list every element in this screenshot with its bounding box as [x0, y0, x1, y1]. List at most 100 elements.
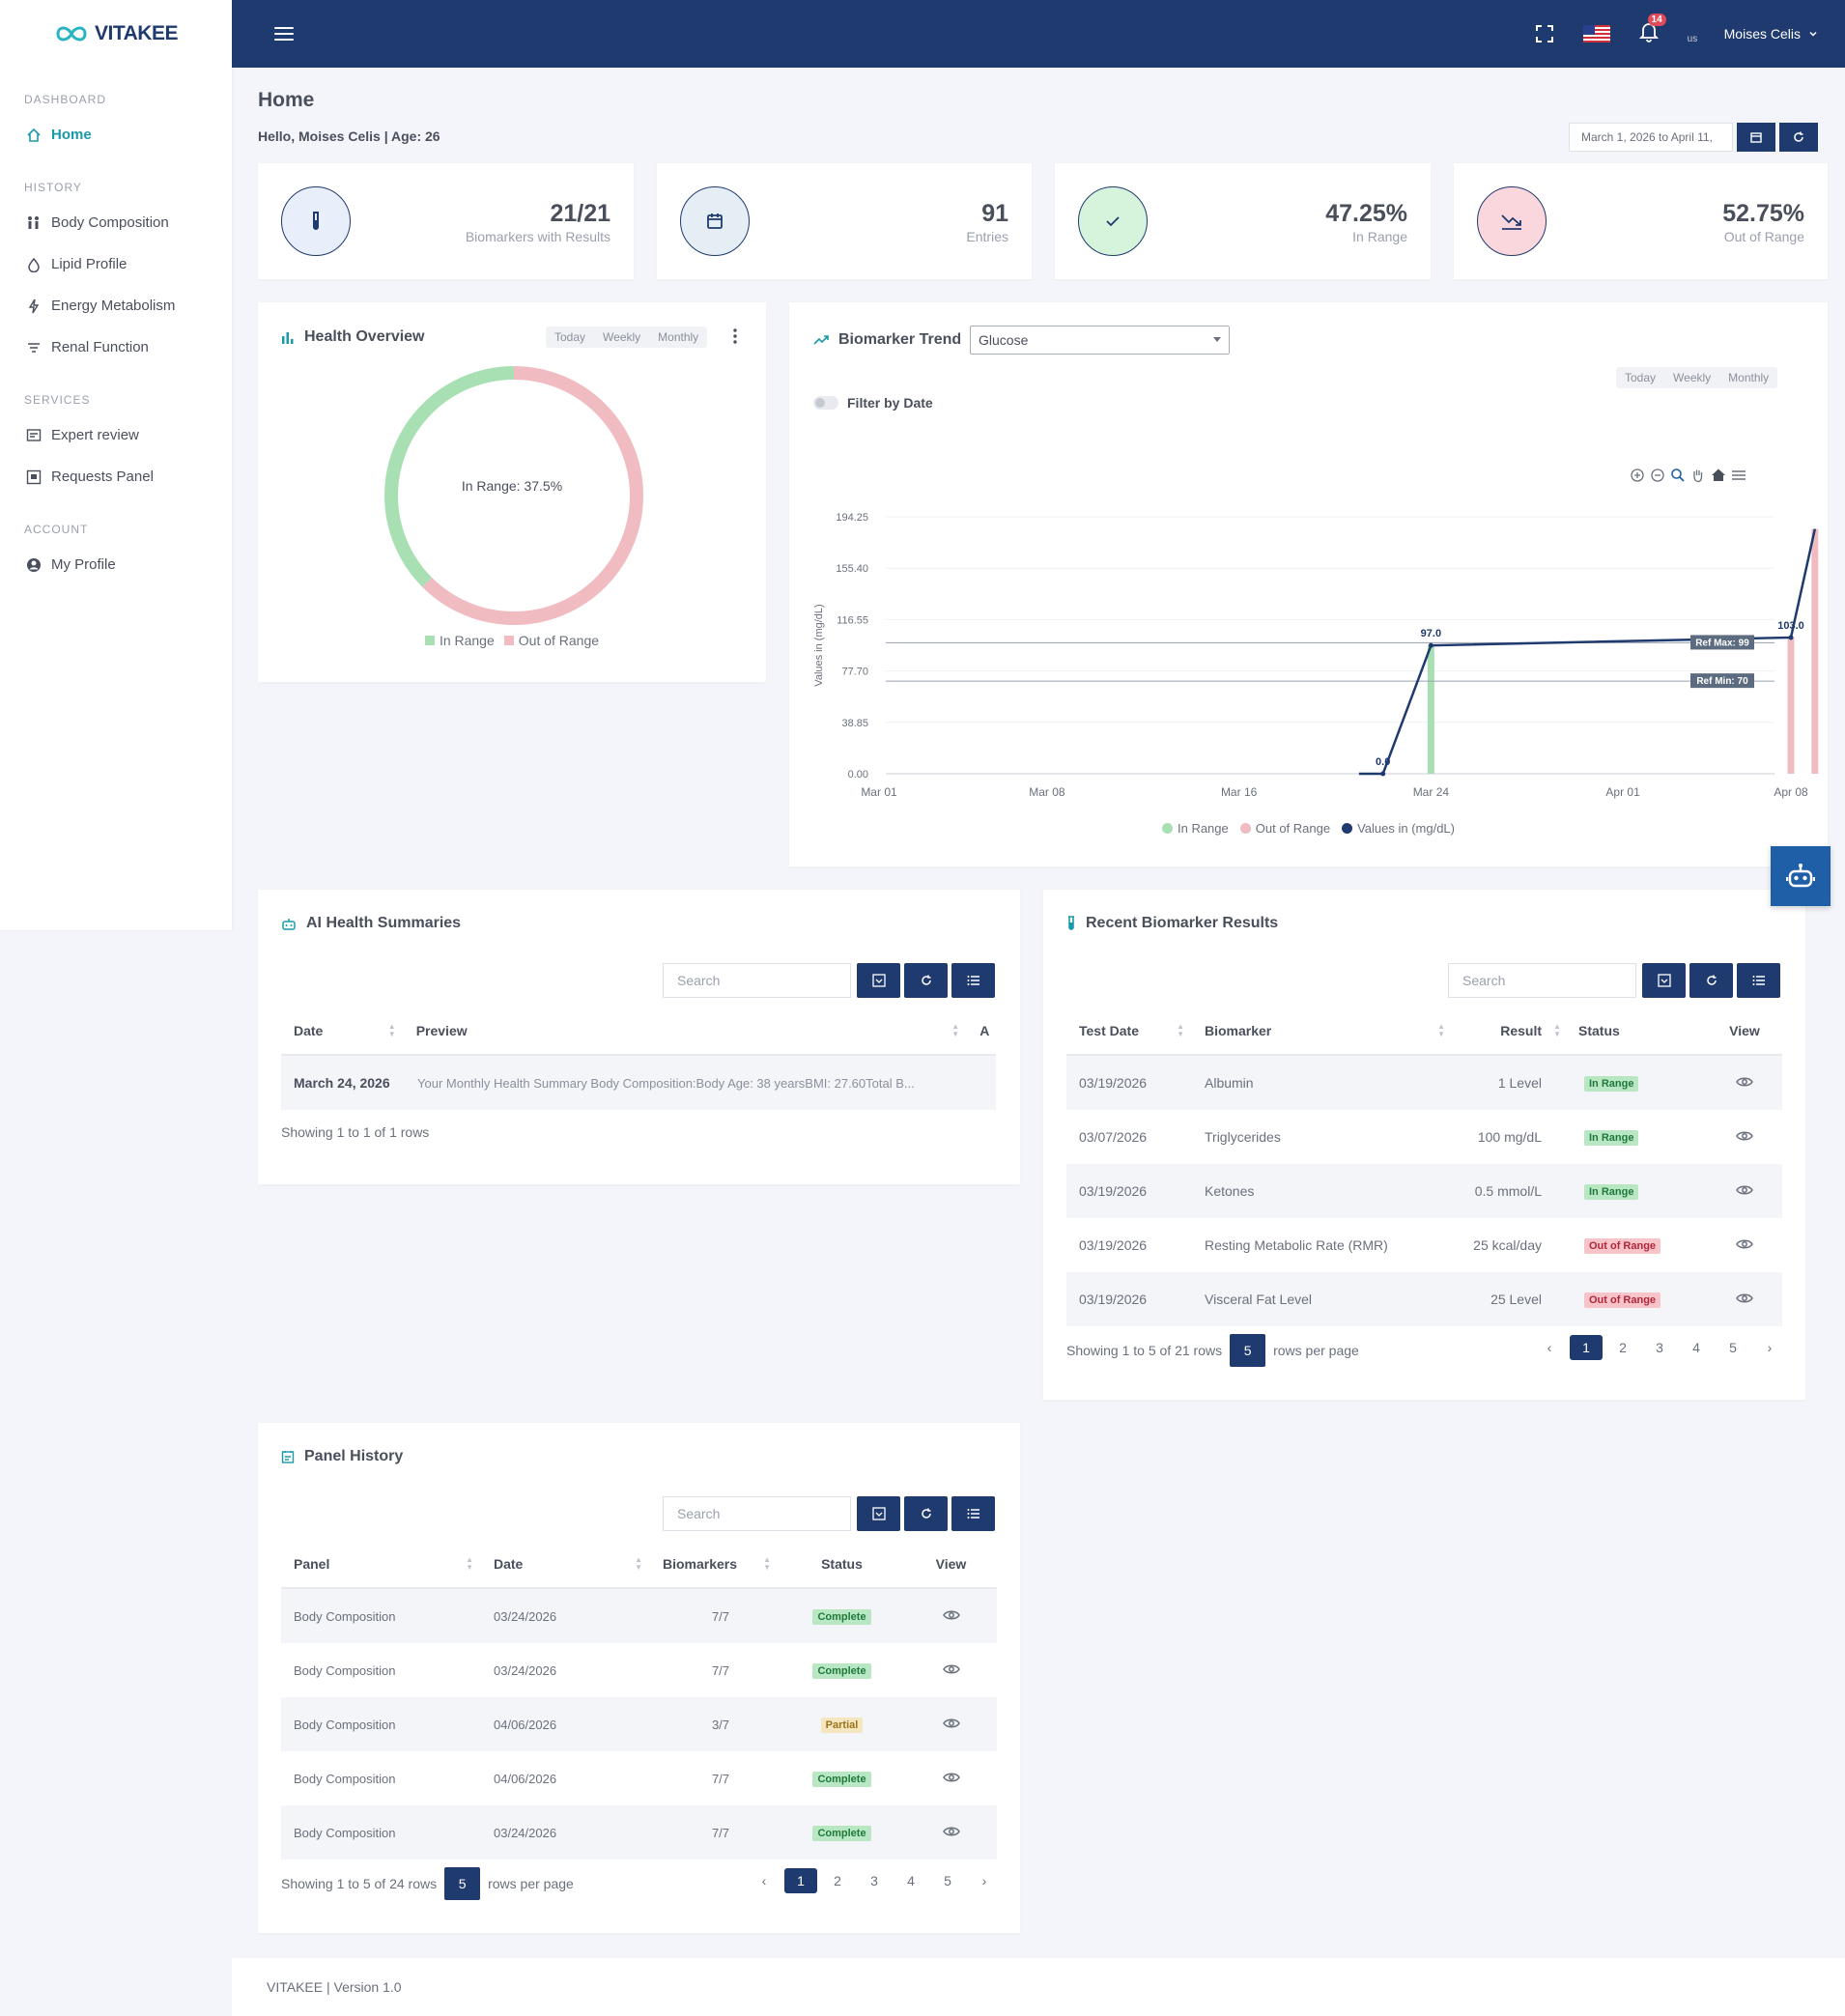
card-header: Biomarker Trend	[813, 331, 961, 349]
period-weekly[interactable]: Weekly	[603, 330, 641, 344]
sidebar-item-energy-metabolism[interactable]: Energy Metabolism	[0, 285, 232, 327]
column-header-biomarker[interactable]: Biomarker ▲ ▼	[1205, 1023, 1445, 1038]
export-button[interactable]	[857, 963, 900, 998]
column-header-date[interactable]: Date ▲ ▼	[294, 1023, 396, 1038]
search-input[interactable]: Search	[1448, 963, 1636, 998]
donut-slice-in-range[interactable]	[384, 366, 643, 625]
table-row[interactable]: 03/19/2026 Albumin 1 Level In Range	[1066, 1056, 1782, 1110]
page-prev[interactable]: ‹	[761, 1873, 767, 1888]
column-header-actions[interactable]: A	[979, 1023, 990, 1038]
table-row[interactable]: Body Composition 04/06/2026 3/7 Partial	[281, 1697, 997, 1751]
table-row[interactable]: Body Composition 03/24/2026 7/7 Complete	[281, 1805, 997, 1860]
column-header-biomarkers[interactable]: Biomarkers ▲ ▼	[663, 1556, 771, 1572]
column-header-date[interactable]: Date ▲ ▼	[494, 1556, 642, 1572]
more-options-icon[interactable]	[732, 327, 738, 345]
us-flag-icon[interactable]	[1582, 25, 1610, 43]
menu-toggle-icon[interactable]	[274, 27, 294, 41]
eye-icon[interactable]	[942, 1825, 960, 1840]
search-input[interactable]: Search	[663, 1496, 851, 1531]
column-header-status[interactable]: Status	[821, 1556, 863, 1572]
zoom-select-icon[interactable]	[1670, 468, 1686, 483]
date-range-input[interactable]: March 1, 2026 to April 11,	[1569, 123, 1733, 152]
page-3[interactable]: 3	[870, 1873, 878, 1888]
calendar-button[interactable]	[1737, 123, 1775, 152]
table-row[interactable]: Body Composition 03/24/2026 7/7 Complete	[281, 1589, 997, 1643]
period-monthly[interactable]: Monthly	[658, 330, 699, 344]
toggle-switch[interactable]	[813, 396, 838, 410]
period-today[interactable]: Today	[1625, 371, 1657, 384]
columns-button[interactable]	[951, 1496, 995, 1531]
eye-icon[interactable]	[942, 1662, 960, 1678]
column-header-status[interactable]: Status	[1578, 1023, 1620, 1038]
pan-hand-icon[interactable]	[1690, 468, 1706, 483]
column-header-view[interactable]: View	[1729, 1023, 1760, 1038]
page-1[interactable]: 1	[784, 1868, 817, 1893]
page-5[interactable]: 5	[1729, 1340, 1737, 1355]
eye-icon[interactable]	[1736, 1292, 1753, 1307]
export-button[interactable]	[857, 1496, 900, 1531]
sidebar-item-my-profile[interactable]: My Profile	[0, 544, 232, 585]
period-monthly[interactable]: Monthly	[1728, 371, 1770, 384]
sidebar-item-body-composition[interactable]: Body Composition	[0, 202, 232, 243]
search-input[interactable]: Search	[663, 963, 851, 998]
table-row[interactable]: 03/07/2026 Triglycerides 100 mg/dL In Range	[1066, 1110, 1782, 1164]
ai-assistant-button[interactable]	[1771, 846, 1831, 906]
legend-item-values: Values in (mg/dL)	[1342, 821, 1455, 836]
table-row[interactable]: 03/19/2026 Ketones 0.5 mmol/L In Range	[1066, 1164, 1782, 1218]
sidebar-item-lipid-profile[interactable]: Lipid Profile	[0, 243, 232, 285]
sidebar-item-expert-review[interactable]: Expert review	[0, 414, 232, 456]
table-row[interactable]: 03/19/2026 Visceral Fat Level 25 Level Out …	[1066, 1272, 1782, 1326]
page-size-button[interactable]: 5	[1230, 1334, 1266, 1367]
period-weekly[interactable]: Weekly	[1673, 371, 1712, 384]
export-button[interactable]	[1642, 963, 1686, 998]
columns-button[interactable]	[951, 963, 995, 998]
column-header-panel[interactable]: Panel ▲ ▼	[294, 1556, 473, 1572]
sidebar-item-renal-function[interactable]: Renal Function	[0, 327, 232, 368]
sidebar-item-requests-panel[interactable]: Requests Panel	[0, 456, 232, 497]
filter-by-date-toggle[interactable]: Filter by Date	[813, 395, 933, 411]
user-menu[interactable]: us Moises Celis	[1688, 23, 1818, 44]
view-cell	[905, 1717, 997, 1732]
logo[interactable]: VITAKEE	[0, 0, 232, 68]
biomarker-select[interactable]: Glucose	[970, 326, 1230, 355]
refresh-button[interactable]	[904, 1496, 948, 1531]
eye-icon[interactable]	[942, 1608, 960, 1624]
page-size-button[interactable]: 5	[444, 1867, 481, 1900]
column-header-view[interactable]: View	[935, 1556, 967, 1572]
column-header-result[interactable]: Result ▲ ▼	[1500, 1023, 1561, 1038]
eye-icon[interactable]	[1736, 1237, 1753, 1253]
eye-icon[interactable]	[1736, 1183, 1753, 1199]
table-row[interactable]: March 24, 2026 Your Monthly Health Summa…	[281, 1056, 996, 1110]
chart-menu-icon[interactable]	[1731, 468, 1746, 483]
columns-button[interactable]	[1737, 963, 1780, 998]
page-3[interactable]: 3	[1656, 1340, 1663, 1355]
notifications-bell[interactable]: 14	[1638, 13, 1666, 47]
zoom-in-icon[interactable]	[1630, 468, 1645, 483]
period-today[interactable]: Today	[554, 330, 586, 344]
sidebar-item-home[interactable]: Home	[0, 114, 232, 156]
page-next[interactable]: ›	[1767, 1340, 1773, 1355]
column-header-test-date[interactable]: Test Date ▲ ▼	[1079, 1023, 1184, 1038]
page-prev[interactable]: ‹	[1547, 1340, 1552, 1355]
refresh-date-button[interactable]	[1779, 123, 1818, 152]
refresh-button[interactable]	[1689, 963, 1733, 998]
page-4[interactable]: 4	[1692, 1340, 1700, 1355]
page-next[interactable]: ›	[981, 1873, 987, 1888]
table-row[interactable]: Body Composition 03/24/2026 7/7 Complete	[281, 1643, 997, 1697]
table-row[interactable]: 03/19/2026 Resting Metabolic Rate (RMR) 25…	[1066, 1218, 1782, 1272]
refresh-button[interactable]	[904, 963, 948, 998]
reset-home-icon[interactable]	[1711, 468, 1726, 483]
eye-icon[interactable]	[1736, 1075, 1753, 1091]
eye-icon[interactable]	[1736, 1129, 1753, 1145]
eye-icon[interactable]	[942, 1771, 960, 1786]
column-header-preview[interactable]: Preview ▲ ▼	[415, 1023, 960, 1038]
zoom-out-icon[interactable]	[1650, 468, 1665, 483]
page-2[interactable]: 2	[1619, 1340, 1627, 1355]
page-4[interactable]: 4	[907, 1873, 915, 1888]
table-row[interactable]: Body Composition 04/06/2026 7/7 Complete	[281, 1751, 997, 1805]
page-2[interactable]: 2	[834, 1873, 841, 1888]
page-1[interactable]: 1	[1570, 1335, 1603, 1360]
fullscreen-icon[interactable]	[1535, 24, 1554, 43]
eye-icon[interactable]	[942, 1717, 960, 1732]
page-5[interactable]: 5	[944, 1873, 951, 1888]
